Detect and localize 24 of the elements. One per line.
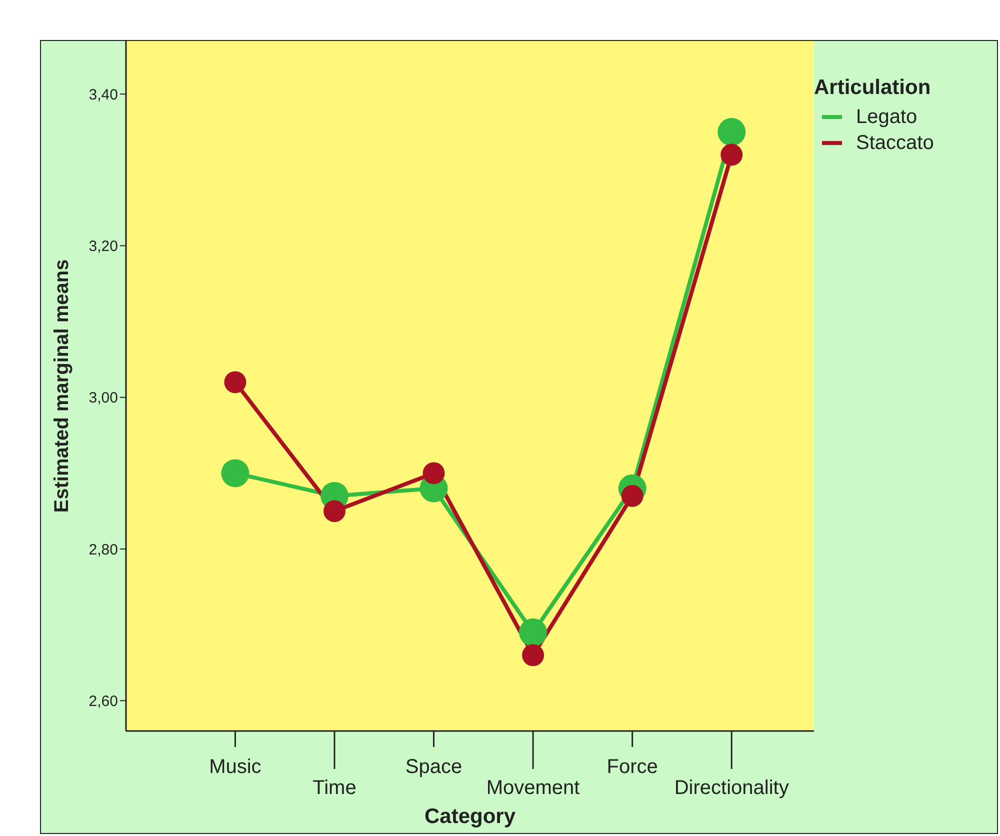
- x-tick-label: Space: [405, 756, 462, 778]
- y-tick-label: 3,40: [88, 86, 118, 104]
- y-tick-label: 2,80: [88, 541, 118, 558]
- legend-label: Staccato: [856, 132, 934, 154]
- y-tick-label: 3,20: [88, 238, 118, 256]
- point: [224, 371, 246, 394]
- y-tick-label: 3,00: [88, 390, 118, 407]
- x-tick-label: Movement: [486, 777, 580, 799]
- point: [422, 462, 445, 484]
- x-tick-label: Music: [209, 756, 262, 778]
- y-tick-label: 2,60: [88, 692, 118, 710]
- point: [720, 144, 743, 166]
- point: [522, 644, 544, 666]
- point: [519, 618, 548, 646]
- legend-label: Legato: [856, 106, 918, 128]
- x-tick-label: Directionality: [674, 777, 789, 799]
- x-tick-label: Time: [312, 777, 356, 799]
- point: [718, 118, 746, 146]
- legend-title: Articulation: [814, 76, 932, 100]
- y-axis-title: Estimated marginal means: [51, 259, 74, 513]
- x-tick-label: Force: [606, 756, 658, 778]
- point: [221, 459, 250, 488]
- point: [323, 500, 346, 522]
- x-axis-title: Category: [424, 805, 516, 828]
